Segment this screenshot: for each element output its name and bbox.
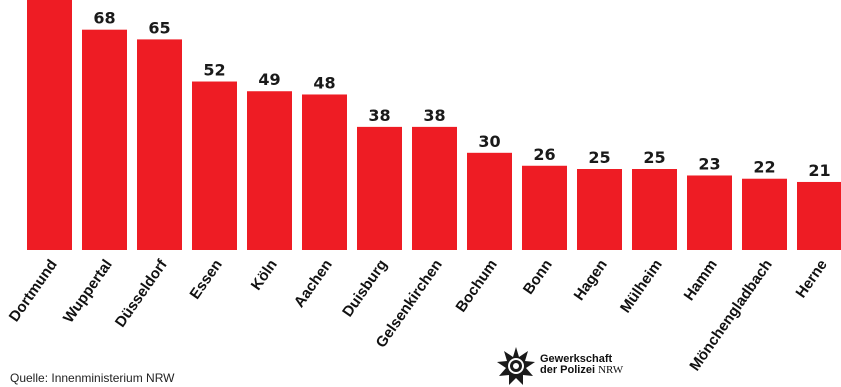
bar-gelsenkirchen <box>412 126 457 250</box>
category-label-köln: Köln <box>248 257 281 294</box>
category-label-herne: Herne <box>792 257 830 302</box>
bar-herne <box>797 181 841 250</box>
category-label-hagen: Hagen <box>571 257 611 304</box>
value-label-wuppertal: 68 <box>93 9 115 28</box>
logo-line-2: der Polizei NRW <box>540 364 624 376</box>
police-star-icon <box>497 347 535 385</box>
bar-düsseldorf <box>137 39 182 251</box>
bar-bonn <box>522 165 567 250</box>
category-label-dortmund: Dortmund <box>6 257 61 325</box>
category-label-bonn: Bonn <box>520 257 556 298</box>
logo-line-1: Gewerkschaft <box>540 353 613 365</box>
category-label-düsseldorf: Düsseldorf <box>112 256 171 331</box>
category-label-hamm: Hamm <box>681 257 721 304</box>
bar-mülheim <box>632 169 677 250</box>
bar-hagen <box>577 169 622 250</box>
bar-bochum <box>467 152 512 250</box>
value-label-mönchengladbach: 22 <box>753 158 775 177</box>
value-label-aachen: 48 <box>313 73 335 92</box>
value-label-bochum: 30 <box>478 132 500 151</box>
value-label-essen: 52 <box>203 61 225 80</box>
value-label-gelsenkirchen: 38 <box>423 106 445 125</box>
value-label-köln: 49 <box>258 70 280 89</box>
value-label-hamm: 23 <box>698 154 720 173</box>
value-label-mülheim: 25 <box>643 148 665 167</box>
bar-essen <box>192 81 237 251</box>
bar-dortmund <box>27 0 72 250</box>
bar-aachen <box>302 94 347 250</box>
bar-mönchengladbach <box>742 178 787 250</box>
category-label-mülheim: Mülheim <box>617 257 666 317</box>
value-label-herne: 21 <box>808 161 830 180</box>
value-label-düsseldorf: 65 <box>148 18 170 37</box>
category-label-duisburg: Duisburg <box>339 257 391 321</box>
bar-hamm <box>687 175 732 250</box>
category-label-aachen: Aachen <box>291 257 336 311</box>
value-label-bonn: 26 <box>533 145 555 164</box>
category-label-bochum: Bochum <box>452 257 500 316</box>
bar-duisburg <box>357 126 402 250</box>
bar-wuppertal <box>82 29 127 251</box>
source-note: Quelle: Innenministerium NRW <box>10 371 175 385</box>
gdp-logo: Gewerkschaft der Polizei NRW <box>496 346 656 386</box>
category-label-wuppertal: Wuppertal <box>60 257 116 327</box>
value-label-hagen: 25 <box>588 148 610 167</box>
bar-köln <box>247 91 292 251</box>
category-label-essen: Essen <box>186 257 225 303</box>
value-label-duisburg: 38 <box>368 106 390 125</box>
